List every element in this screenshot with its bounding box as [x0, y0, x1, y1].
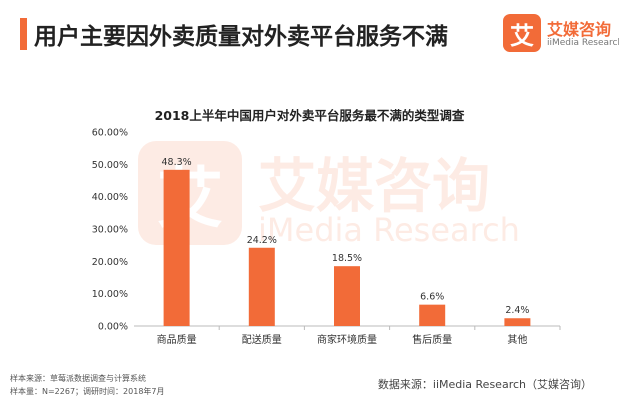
y-tick-label: 0.00% — [98, 322, 128, 333]
brand-mark-icon: 艾 — [503, 14, 541, 52]
y-tick-label: 10.00% — [92, 289, 128, 300]
bar-value-label: 2.4% — [505, 305, 529, 316]
y-tick-label: 60.00% — [92, 128, 128, 139]
sample-source-note: 样本来源：草莓派数据调查与计算系统 — [10, 374, 146, 383]
x-tick-label: 商家环境质量 — [317, 333, 377, 346]
bar-value-label: 18.5% — [332, 253, 362, 264]
page-title: 用户主要因外卖质量对外卖平台服务不满 — [34, 24, 448, 50]
brand-name: 艾媒咨询 — [547, 20, 612, 39]
bar-2 — [248, 247, 275, 326]
sample-info-note: 样本量：N=2267；调研时间：2018年7月 — [10, 387, 165, 396]
bar-value-label: 48.3% — [162, 157, 192, 168]
data-source-note: 数据来源：iiMedia Research（艾媒咨询） — [377, 378, 592, 391]
brand-subtitle: iiMedia Research — [547, 38, 619, 48]
bar-1 — [163, 169, 190, 326]
bar-5 — [504, 318, 531, 326]
bar-4 — [419, 304, 446, 326]
x-tick-label: 售后质量 — [412, 333, 452, 346]
y-tick-label: 50.00% — [92, 160, 128, 171]
x-tick-label: 配送质量 — [242, 333, 282, 346]
bar-3 — [334, 266, 360, 326]
brand-logo: 艾 艾媒咨询 iiMedia Research — [503, 14, 619, 58]
bar-value-label: 24.2% — [247, 235, 277, 246]
chart-title: 2018上半年中国用户对外卖平台服务最不满的类型调查 — [154, 108, 465, 123]
bar-value-label: 6.6% — [420, 292, 444, 303]
y-tick-label: 20.00% — [92, 257, 128, 268]
title-accent-bar — [20, 18, 27, 50]
y-tick-label: 40.00% — [92, 192, 128, 203]
x-tick-label: 商品质量 — [157, 333, 197, 346]
x-tick-label: 其他 — [507, 333, 527, 346]
y-tick-label: 30.00% — [92, 225, 128, 236]
